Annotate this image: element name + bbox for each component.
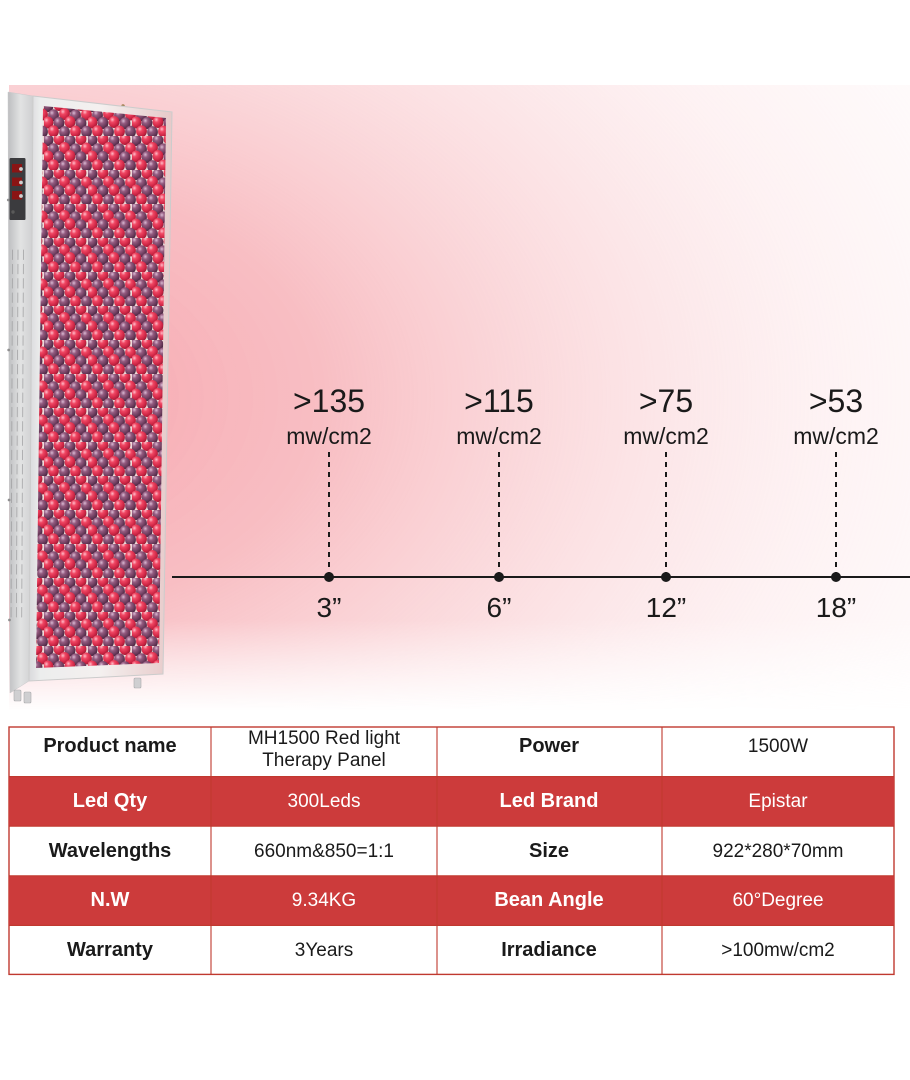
svg-text:mw/cm2: mw/cm2 [286,423,372,449]
svg-text:Therapy Panel: Therapy Panel [262,750,386,771]
svg-text:18”: 18” [816,592,856,623]
svg-text:N.W: N.W [91,889,130,911]
svg-text:Led Qty: Led Qty [73,790,148,812]
svg-text:Wavelengths: Wavelengths [49,840,172,862]
svg-text:12”: 12” [646,592,686,623]
svg-text:6”: 6” [487,592,512,623]
svg-text:Product name: Product name [43,735,176,757]
svg-text:mw/cm2: mw/cm2 [793,423,879,449]
svg-text:1500W: 1500W [748,736,808,757]
svg-text:Power: Power [519,735,579,757]
svg-text:>100mw/cm2: >100mw/cm2 [721,940,835,961]
svg-text:Irradiance: Irradiance [501,939,597,961]
svg-text:60°Degree: 60°Degree [732,890,823,911]
svg-text:Epistar: Epistar [748,791,808,812]
svg-text:Warranty: Warranty [67,939,154,961]
svg-text:Size: Size [529,840,569,862]
svg-text:Led Brand: Led Brand [500,790,599,812]
svg-text:MH1500 Red light: MH1500 Red light [248,728,401,749]
svg-text:>135: >135 [293,383,365,419]
svg-text:mw/cm2: mw/cm2 [456,423,542,449]
svg-text:Bean Angle: Bean Angle [494,889,603,911]
svg-text:3”: 3” [317,592,342,623]
svg-text:>53: >53 [809,383,863,419]
svg-text:660nm&850=1:1: 660nm&850=1:1 [254,841,394,862]
svg-text:mw/cm2: mw/cm2 [623,423,709,449]
svg-text:922*280*70mm: 922*280*70mm [713,841,844,862]
svg-text:9.34KG: 9.34KG [292,890,356,911]
svg-text:3Years: 3Years [295,940,353,961]
svg-text:300Leds: 300Leds [288,791,361,812]
svg-text:>75: >75 [639,383,693,419]
svg-text:>115: >115 [464,383,534,419]
